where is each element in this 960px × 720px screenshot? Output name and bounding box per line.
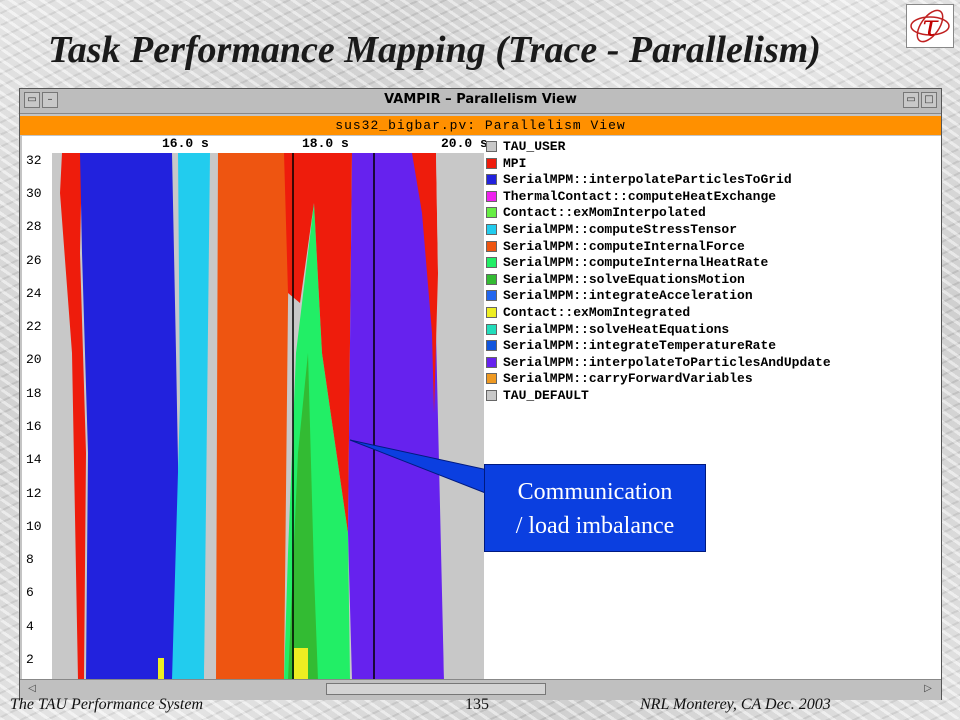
y-tick-label: 28 [26, 219, 42, 234]
legend-swatch [486, 389, 497, 401]
tau-glyph: τ [922, 9, 939, 44]
region-solve-equations-motion [288, 353, 318, 680]
legend-label: SerialMPM::interpolateParticlesToGrid [503, 172, 792, 188]
legend-swatch [486, 223, 497, 235]
legend-swatch [486, 157, 497, 169]
legend-label: SerialMPM::solveHeatEquations [503, 321, 730, 337]
legend-swatch [486, 373, 497, 385]
legend-swatch [486, 290, 497, 302]
footer-right: NRL Monterey, CA Dec. 2003 [640, 696, 831, 713]
y-tick-label: 16 [26, 419, 42, 434]
legend-swatch [486, 340, 497, 352]
y-tick-label: 24 [26, 286, 42, 301]
selection-box[interactable] [292, 153, 375, 680]
y-tick-label: 32 [26, 153, 42, 168]
legend-label: ThermalContact::computeHeatExchange [503, 188, 777, 204]
region-compute-internal-force [216, 153, 290, 680]
window-titlebar[interactable]: ▭ – VAMPIR – Parallelism View ▭ □ [20, 89, 941, 114]
legend-label: Contact::exMomInterpolated [503, 205, 706, 221]
window-menu-button[interactable]: ▭ [24, 92, 40, 108]
legend-swatch [486, 207, 497, 219]
legend-swatch [486, 174, 497, 186]
legend-label: TAU_USER [503, 139, 566, 154]
vampir-window[interactable]: ▭ – VAMPIR – Parallelism View ▭ □ sus32_… [19, 88, 942, 700]
annotation-callout: Communication / load imbalance [484, 464, 706, 552]
y-tick-label: 30 [26, 186, 42, 201]
y-tick-label: 20 [26, 352, 42, 367]
legend-swatch [486, 273, 497, 285]
legend-label: SerialMPM::computeInternalHeatRate [503, 255, 769, 271]
view-header-title: sus32_bigbar.pv: Parallelism View [335, 118, 626, 133]
region-compute-stress-tensor [172, 153, 212, 680]
legend-label: SerialMPM::integrateAcceleration [503, 288, 753, 304]
region-interpolate-particles-to-grid [80, 153, 182, 680]
legend-swatch [486, 306, 497, 318]
scroll-right-button[interactable]: ▷ [924, 683, 932, 694]
view-header-bar: sus32_bigbar.pv: Parallelism View [20, 116, 941, 135]
region-tau-default [436, 153, 484, 680]
horizontal-scrollbar[interactable]: ◁ ▷ [20, 679, 941, 700]
y-tick-label: 18 [26, 386, 42, 401]
scroll-left-button[interactable]: ◁ [28, 683, 36, 694]
tau-logo-graphic: τ [910, 9, 950, 44]
y-tick-label: 26 [26, 253, 42, 268]
footer-left: The TAU Performance System [10, 696, 203, 713]
region-gap [204, 153, 220, 680]
footer-page-number: 135 [465, 696, 489, 713]
x-tick-label: 20.0 s [441, 136, 488, 151]
parallelism-view[interactable]: 16.0 s 18.0 s 20.0 s 32 30 28 26 24 22 2… [22, 136, 941, 680]
legend-swatch [486, 257, 497, 269]
callout-pointer [349, 439, 489, 495]
y-tick-label: 22 [26, 319, 42, 334]
slide-title: Task Performance Mapping (Trace - Parall… [48, 29, 821, 71]
region-ex-mom-integrated [158, 658, 164, 680]
callout-line-2: / load imbalance [515, 513, 675, 539]
y-tick-label: 8 [26, 552, 34, 567]
y-tick-label: 4 [26, 619, 34, 634]
y-tick-label: 14 [26, 452, 42, 467]
y-tick-label: 10 [26, 519, 42, 534]
region-mpi-left [60, 153, 86, 680]
legend-label: SerialMPM::solveEquationsMotion [503, 271, 745, 287]
window-shade-button[interactable]: – [42, 92, 58, 108]
y-tick-label: 2 [26, 652, 34, 667]
window-title: VAMPIR – Parallelism View [384, 92, 577, 107]
legend-swatch [486, 323, 497, 335]
legend-label: SerialMPM::interpolateToParticlesAndUpda… [503, 354, 831, 370]
region-interpolate-to-particles [348, 153, 444, 680]
window-maximize-button[interactable]: □ [921, 92, 937, 108]
region-mpi-right [412, 153, 438, 413]
legend-swatch [486, 141, 497, 152]
legend-label: Contact::exMomIntegrated [503, 304, 691, 320]
region-ex-mom-integrated [294, 648, 308, 680]
legend-label: SerialMPM::computeStressTensor [503, 221, 738, 237]
window-minimize-button[interactable]: ▭ [903, 92, 919, 108]
callout-line-1: Communication [517, 479, 673, 505]
x-tick-label: 16.0 s [162, 136, 209, 151]
legend-swatch [486, 240, 497, 252]
x-tick-label: 18.0 s [302, 136, 349, 151]
tau-logo: τ [906, 4, 954, 48]
legend-swatch [486, 190, 497, 202]
y-tick-label: 6 [26, 585, 34, 600]
legend-label: SerialMPM::integrateTemperatureRate [503, 338, 777, 354]
legend-label: SerialMPM::computeInternalForce [503, 238, 745, 254]
legend-label: TAU_DEFAULT [503, 387, 589, 403]
parallelism-chart[interactable] [52, 153, 484, 680]
region-mpi-middle [284, 153, 352, 533]
legend-label: MPI [503, 155, 527, 171]
y-tick-label: 12 [26, 486, 42, 501]
legend-swatch [486, 356, 497, 368]
legend-label: SerialMPM::carryForwardVariables [503, 371, 753, 387]
scroll-thumb[interactable] [326, 683, 546, 695]
